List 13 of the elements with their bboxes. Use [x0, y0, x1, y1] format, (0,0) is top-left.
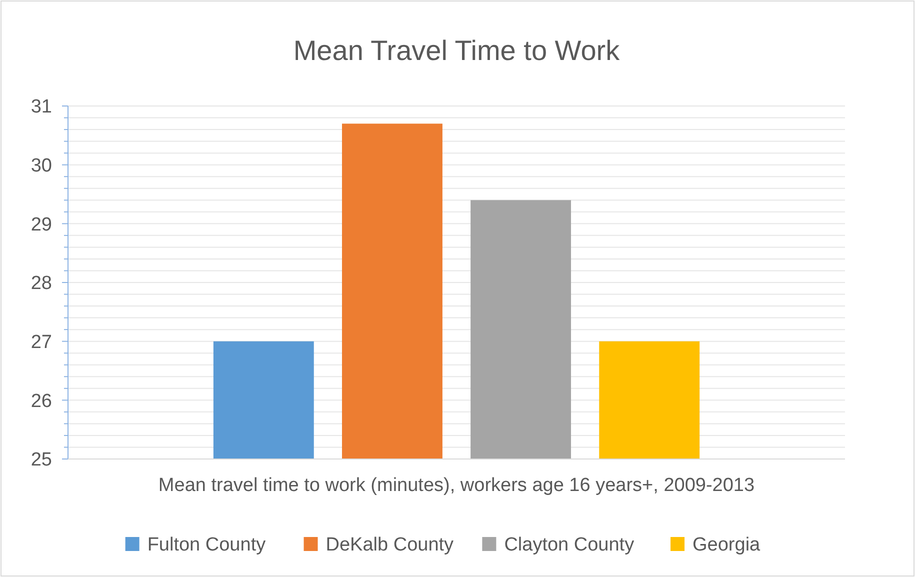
y-tick-label: 30 [30, 155, 52, 176]
y-tick-label: 25 [30, 450, 52, 471]
legend-label: Georgia [692, 534, 761, 556]
y-tick-label: 31 [30, 96, 52, 118]
y-tick-label: 27 [30, 332, 52, 353]
legend-label: Clayton County [504, 534, 635, 556]
y-tick-label: 28 [30, 273, 52, 294]
legend-label: DeKalb County [326, 534, 454, 556]
chart-title: Mean Travel Time to Work [293, 35, 621, 66]
legend-label: Fulton County [147, 534, 266, 556]
x-tick-label: Mean travel time to work (minutes), workers age 16 years+, 2009-2013 [158, 475, 755, 496]
y-tick-label: 26 [30, 390, 52, 412]
y-tick-label: 29 [30, 214, 52, 236]
